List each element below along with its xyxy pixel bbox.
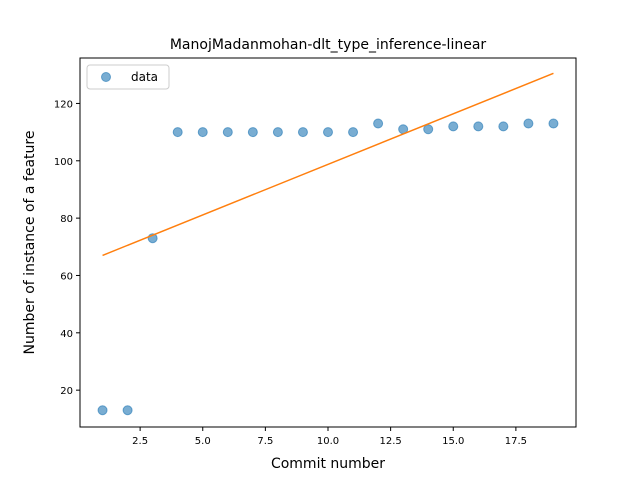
chart-title: ManojMadanmohan-dlt_type_inference-linea… <box>170 37 487 53</box>
x-tick-label: 10.0 <box>317 436 339 447</box>
data-point <box>172 127 183 138</box>
plot-frame <box>79 57 577 428</box>
x-tick-label: 15.0 <box>442 436 464 447</box>
y-tick-label: 20 <box>60 386 73 397</box>
y-tick-label: 120 <box>54 99 73 110</box>
data-point <box>197 127 208 138</box>
data-point <box>323 127 333 138</box>
plot-area: 2.5 5.0 7.5 10.0 12.5 15.0 17.5 20 40 60 80 100 120 <box>54 72 559 447</box>
x-tick-label: 5.0 <box>195 436 211 447</box>
legend-marker-data <box>101 72 111 82</box>
x-tick-label: 17.5 <box>505 436 527 447</box>
x-tick-label: 2.5 <box>132 436 148 447</box>
data-point <box>348 127 359 138</box>
y-tick-label: 60 <box>60 271 73 282</box>
data-point <box>97 405 108 416</box>
legend: data <box>86 64 170 90</box>
y-tick-label: 100 <box>54 157 73 168</box>
data-point <box>448 121 459 132</box>
data-point <box>222 127 233 138</box>
x-tick-label: 7.5 <box>257 436 273 447</box>
legend-label-data: data <box>131 70 158 84</box>
fit-line <box>102 72 554 257</box>
y-tick-label: 80 <box>60 214 73 225</box>
data-point <box>473 121 484 132</box>
legend-box <box>86 64 170 90</box>
data-point <box>498 121 509 132</box>
data-point <box>297 127 308 138</box>
data-point <box>548 118 559 129</box>
x-tick-label: 12.5 <box>379 436 401 447</box>
data-point <box>423 124 434 135</box>
data-point <box>373 118 384 129</box>
data-point <box>247 127 258 138</box>
data-point <box>272 127 283 138</box>
y-axis-label: Number of instance of a feature <box>22 131 38 355</box>
y-tick-label: 40 <box>60 329 73 340</box>
data-point <box>523 118 534 129</box>
data-point <box>122 405 133 416</box>
x-axis-label: Commit number <box>271 456 385 472</box>
